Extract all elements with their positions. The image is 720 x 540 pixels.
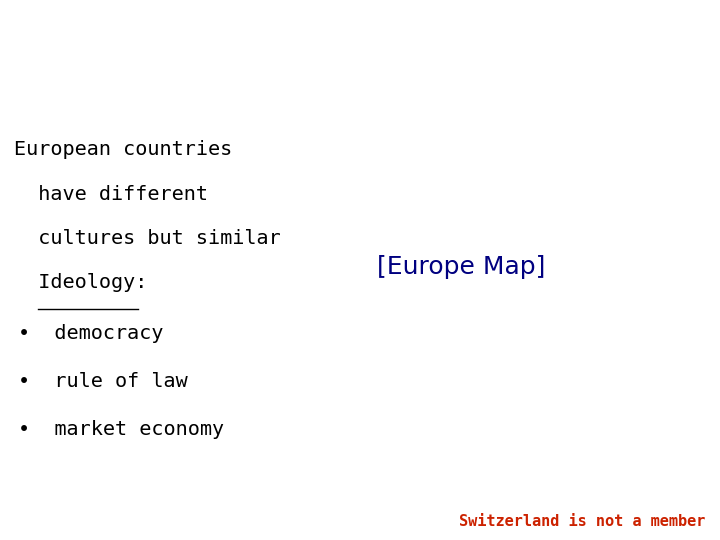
Text: •  rule of law: • rule of law	[18, 372, 188, 391]
Text: cultures but similar: cultures but similar	[14, 229, 281, 248]
Text: [Europe Map]: [Europe Map]	[377, 255, 545, 279]
Text: European countries: European countries	[14, 140, 233, 159]
Text: •  democracy: • democracy	[18, 324, 163, 343]
Text: Switzerland is not a member: Switzerland is not a member	[459, 514, 706, 529]
Text: have different: have different	[14, 185, 208, 204]
Text: Ideology:: Ideology:	[14, 273, 148, 292]
Text: •  market economy: • market economy	[18, 420, 224, 439]
